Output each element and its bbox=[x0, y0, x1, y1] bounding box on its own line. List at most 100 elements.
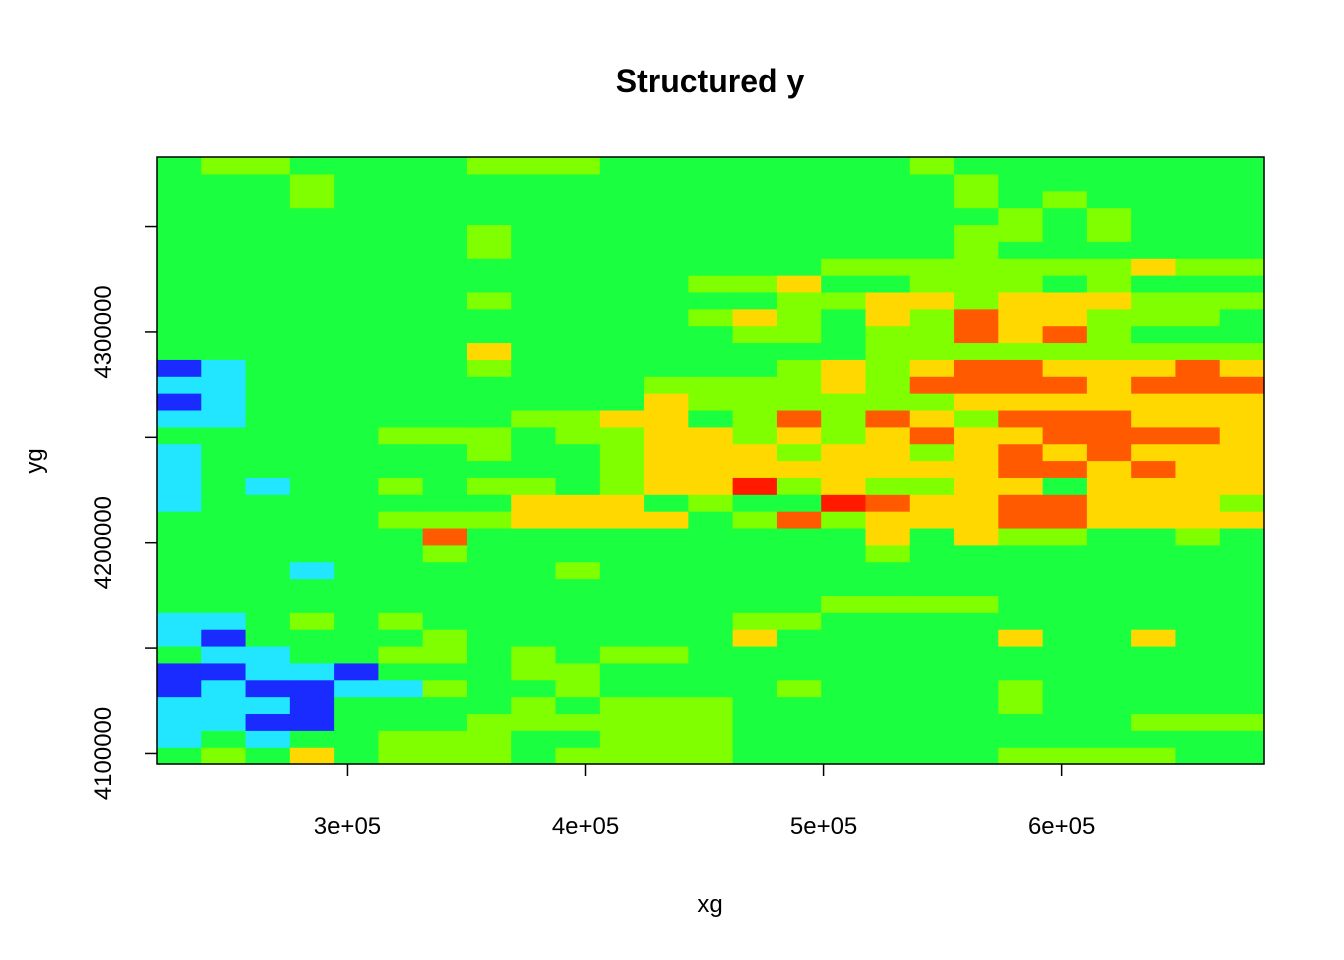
heatmap-cell bbox=[157, 325, 202, 344]
heatmap-cell bbox=[422, 241, 468, 259]
heatmap-cell bbox=[289, 527, 335, 546]
heatmap-cell bbox=[555, 511, 601, 529]
heatmap-cell bbox=[378, 224, 424, 242]
heatmap-cell bbox=[1042, 544, 1088, 563]
heatmap-cell bbox=[1042, 409, 1088, 428]
heatmap-cell bbox=[511, 645, 557, 664]
heatmap-cell bbox=[1086, 696, 1132, 715]
heatmap-cell bbox=[378, 730, 424, 748]
heatmap-cell bbox=[821, 511, 867, 529]
heatmap-cell bbox=[998, 730, 1044, 748]
heatmap-cell bbox=[1131, 157, 1177, 175]
y-tick-label: 4100000 bbox=[90, 707, 117, 800]
heatmap-cell bbox=[334, 662, 379, 681]
heatmap-cell bbox=[776, 629, 822, 647]
x-axis-label: xg bbox=[697, 891, 722, 918]
heatmap-cell bbox=[1086, 409, 1132, 428]
heatmap-cell bbox=[599, 578, 645, 596]
heatmap-cell bbox=[1131, 662, 1177, 681]
x-tick-label: 3e+05 bbox=[314, 813, 381, 840]
heatmap-cell bbox=[1219, 258, 1265, 276]
heatmap-cell bbox=[157, 308, 202, 327]
heatmap-cell bbox=[157, 190, 202, 209]
heatmap-cell bbox=[201, 376, 247, 394]
heatmap-cell bbox=[245, 275, 291, 293]
heatmap-cell bbox=[334, 612, 379, 630]
heatmap-cell bbox=[821, 190, 867, 209]
heatmap-cell bbox=[732, 713, 778, 731]
heatmap-cell bbox=[644, 730, 689, 748]
heatmap-cell bbox=[1131, 730, 1177, 748]
heatmap-cell bbox=[732, 157, 778, 175]
heatmap-cell bbox=[909, 359, 955, 377]
heatmap-cell bbox=[334, 460, 379, 478]
heatmap-cell bbox=[201, 443, 247, 462]
heatmap-cell bbox=[334, 595, 379, 613]
heatmap-cell bbox=[599, 679, 645, 698]
heatmap-cell bbox=[201, 713, 247, 731]
heatmap-cell bbox=[821, 595, 867, 613]
heatmap-cell bbox=[1219, 629, 1265, 647]
heatmap-cell bbox=[865, 662, 911, 681]
heatmap-cell bbox=[1042, 393, 1088, 411]
heatmap-cell bbox=[909, 308, 955, 327]
heatmap-cell bbox=[334, 308, 379, 327]
heatmap-cell bbox=[1042, 595, 1088, 613]
heatmap-cell bbox=[422, 325, 468, 344]
heatmap-cell bbox=[644, 645, 689, 664]
heatmap-cell bbox=[599, 173, 645, 192]
heatmap-cell bbox=[998, 376, 1044, 394]
heatmap-cell bbox=[821, 561, 867, 580]
heatmap-cell bbox=[157, 494, 202, 512]
heatmap-cell bbox=[245, 595, 291, 613]
heatmap-cell bbox=[732, 207, 778, 226]
heatmap-cell bbox=[732, 645, 778, 664]
heatmap-cell bbox=[289, 224, 335, 242]
heatmap-cell bbox=[422, 747, 468, 765]
heatmap-cell bbox=[1131, 544, 1177, 563]
heatmap-cell bbox=[555, 241, 601, 259]
heatmap-cell bbox=[732, 275, 778, 293]
heatmap-cell bbox=[732, 696, 778, 715]
heatmap-cell bbox=[289, 308, 335, 327]
heatmap-cell bbox=[1219, 207, 1265, 226]
heatmap-cell bbox=[599, 460, 645, 478]
heatmap-cell bbox=[909, 730, 955, 748]
heatmap-cell bbox=[998, 679, 1044, 698]
heatmap-cell bbox=[201, 544, 247, 563]
heatmap-cell bbox=[599, 747, 645, 765]
heatmap-cell bbox=[511, 662, 557, 681]
heatmap-cell bbox=[954, 544, 999, 563]
heatmap-cell bbox=[865, 224, 911, 242]
heatmap-cell bbox=[334, 409, 379, 428]
heatmap-cell bbox=[157, 578, 202, 596]
heatmap-cell bbox=[865, 275, 911, 293]
heatmap-cell bbox=[821, 662, 867, 681]
heatmap-cell bbox=[511, 359, 557, 377]
heatmap-cell bbox=[865, 376, 911, 394]
heatmap-cell bbox=[555, 393, 601, 411]
heatmap-cell bbox=[688, 578, 734, 596]
heatmap-cell bbox=[998, 190, 1044, 209]
heatmap-cell bbox=[865, 527, 911, 546]
heatmap-cell bbox=[1131, 645, 1177, 664]
heatmap-cell bbox=[422, 376, 468, 394]
heatmap-cell bbox=[289, 629, 335, 647]
heatmap-cell bbox=[555, 460, 601, 478]
heatmap-cell bbox=[334, 291, 379, 310]
heatmap-cell bbox=[865, 612, 911, 630]
heatmap-cell bbox=[511, 544, 557, 563]
heatmap-cell bbox=[245, 544, 291, 563]
heatmap-cell bbox=[821, 173, 867, 192]
heatmap-cell bbox=[1042, 629, 1088, 647]
heatmap-cell bbox=[1219, 359, 1265, 377]
heatmap-cell bbox=[1175, 460, 1221, 478]
heatmap-cell bbox=[821, 612, 867, 630]
heatmap-cell bbox=[688, 645, 734, 664]
heatmap-cell bbox=[201, 426, 247, 445]
y-axis: 4100000 4200000 4300000 bbox=[90, 225, 157, 800]
heatmap-cell bbox=[776, 275, 822, 293]
heatmap-cell bbox=[1175, 409, 1221, 428]
heatmap-cell bbox=[511, 308, 557, 327]
heatmap-cell bbox=[865, 426, 911, 445]
